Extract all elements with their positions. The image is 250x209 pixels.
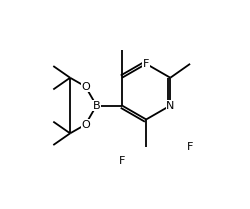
Text: O: O [81, 82, 90, 92]
Text: F: F [142, 59, 149, 69]
Text: B: B [92, 101, 100, 111]
Text: N: N [166, 101, 174, 111]
Text: O: O [81, 120, 90, 130]
Text: F: F [186, 142, 192, 152]
Text: F: F [118, 156, 125, 166]
